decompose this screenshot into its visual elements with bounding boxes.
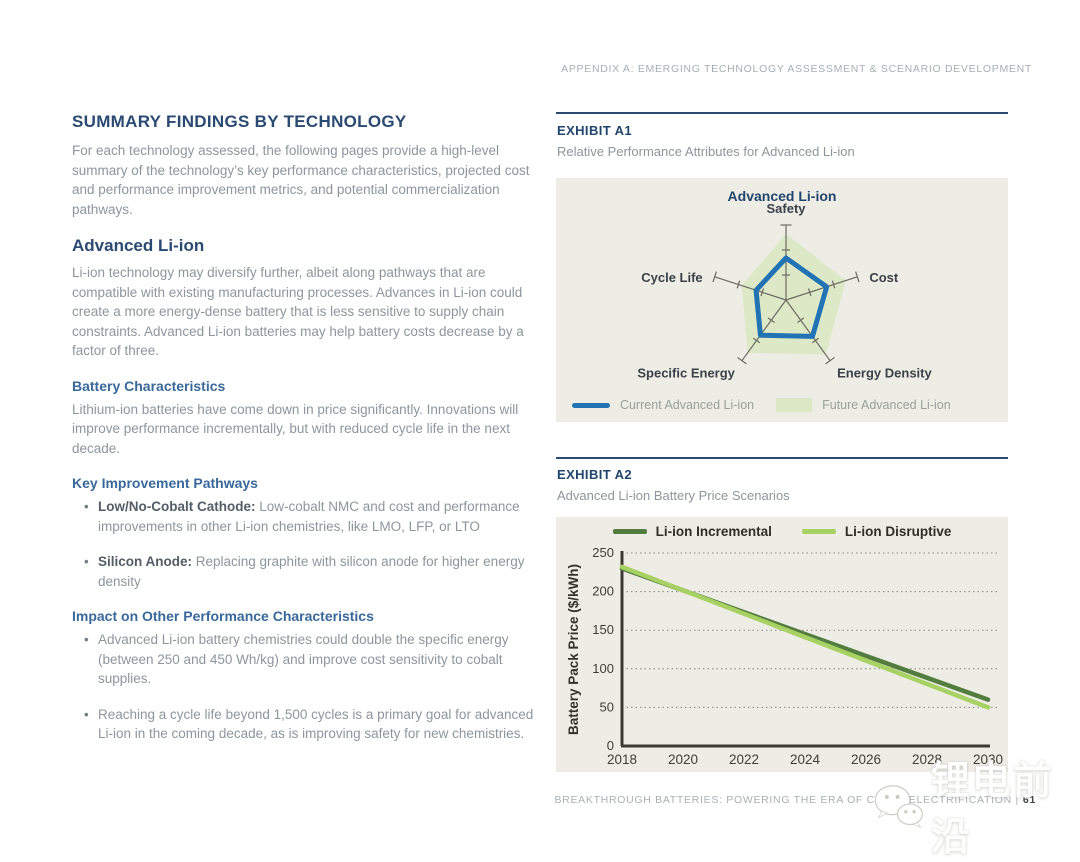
appendix-header: APPENDIX A: EMERGING TECHNOLOGY ASSESSME… (561, 63, 1032, 75)
svg-text:2026: 2026 (851, 752, 881, 767)
radar-chart-title: Advanced Li-ion (727, 188, 837, 204)
future-series-swatch (776, 398, 813, 412)
svg-text:2022: 2022 (729, 752, 759, 767)
future-series-label: Future Advanced Li-ion (822, 398, 951, 412)
list-item: Advanced Li-ion battery chemistries coul… (84, 630, 542, 689)
divider (556, 457, 1008, 459)
bullet-lead: Silicon Anode: (98, 554, 192, 569)
radar-chart: Safety Cost Energy Density Specific Energy C… (637, 201, 932, 381)
technology-heading: Advanced Li-ion (72, 236, 205, 255)
exhibit-a1-caption: Relative Performance Attributes for Adva… (557, 144, 855, 159)
svg-text:Cycle Life: Cycle Life (641, 270, 702, 285)
watermark: 锂电前沿 (872, 750, 1080, 862)
impact-list: Advanced Li-ion battery chemistries coul… (72, 630, 542, 744)
svg-text:Safety: Safety (766, 201, 806, 216)
impact-heading: Impact on Other Performance Characterist… (72, 608, 374, 624)
svg-text:Energy Density: Energy Density (837, 366, 932, 381)
svg-text:200: 200 (592, 584, 614, 599)
disruptive-series-label: Li-ion Disruptive (844, 524, 952, 539)
current-series-label: Current Advanced Li-ion (620, 398, 755, 412)
page-number: 61 (1022, 794, 1036, 806)
list-item: Silicon Anode: Replacing graphite with s… (84, 552, 542, 591)
incremental-series-swatch (612, 529, 647, 534)
svg-text:Cost: Cost (869, 270, 899, 285)
svg-text:2028: 2028 (912, 752, 942, 767)
key-improvement-list: Low/No-Cobalt Cathode: Low-cobalt NMC an… (72, 497, 542, 591)
key-improvement-heading: Key Improvement Pathways (72, 475, 258, 491)
bullet-text: Replacing graphite with silicon anode fo… (98, 554, 525, 589)
battery-characteristics-heading: Battery Characteristics (72, 377, 226, 394)
bullet-text: Low-cobalt NMC and cost and performance … (98, 499, 520, 534)
line-chart-legend: Li-ion Incremental Li-ion Disruptive (556, 524, 1008, 539)
divider (556, 112, 1008, 114)
battery-characteristics-paragraph: Lithium-ion batteries have come down in … (72, 401, 519, 456)
bullet-text: Reaching a cycle life beyond 1,500 cycle… (98, 706, 534, 742)
price-line-chart: 0 50 100 150 200 250 2018 2020 2022 2024 2026 2028 2… (566, 545, 1003, 767)
disruptive-series-swatch (801, 529, 836, 534)
svg-text:2024: 2024 (790, 752, 821, 767)
svg-text:0: 0 (607, 738, 614, 753)
technology-paragraph: Li-ion technology may diversify further,… (72, 265, 524, 358)
svg-text:2020: 2020 (668, 752, 698, 767)
wechat-icon (874, 785, 923, 829)
line-chart-panel: 0 50 100 150 200 250 2018 2020 2022 2024 2026 2028 2… (556, 517, 1008, 772)
list-item: Low/No-Cobalt Cathode: Low-cobalt NMC an… (84, 497, 542, 536)
bullet-text: Advanced Li-ion battery chemistries coul… (98, 632, 509, 686)
intro-paragraph: For each technology assessed, the follow… (72, 143, 530, 217)
svg-text:250: 250 (592, 545, 614, 560)
page-title: SUMMARY FINDINGS BY TECHNOLOGY (72, 112, 407, 131)
svg-text:Battery Pack Price ($/kWh): Battery Pack Price ($/kWh) (566, 564, 581, 735)
radar-chart-panel: Advanced Li-ion Safety Cost Energy Density… (556, 178, 1008, 422)
watermark-text: 锂电前沿 (930, 760, 1054, 859)
radar-legend: Current Advanced Li-ion Future Advanced … (572, 398, 951, 412)
exhibit-a2-label: EXHIBIT A2 (557, 467, 633, 482)
incremental-series-label: Li-ion Incremental (655, 524, 772, 539)
exhibit-a2-caption: Advanced Li-ion Battery Price Scenarios (557, 488, 790, 503)
svg-text:Specific Energy: Specific Energy (637, 366, 735, 381)
left-column: SUMMARY FINDINGS BY TECHNOLOGY For each … (72, 112, 542, 760)
svg-text:2018: 2018 (607, 752, 637, 767)
exhibit-a1-label: EXHIBIT A1 (557, 123, 633, 138)
bullet-lead: Low/No-Cobalt Cathode: (98, 499, 256, 514)
svg-text:100: 100 (592, 661, 614, 676)
svg-text:50: 50 (600, 699, 614, 714)
svg-text:150: 150 (592, 622, 614, 637)
svg-text:2030: 2030 (973, 752, 1003, 767)
current-series-swatch (572, 402, 610, 408)
list-item: Reaching a cycle life beyond 1,500 cycle… (84, 705, 542, 744)
